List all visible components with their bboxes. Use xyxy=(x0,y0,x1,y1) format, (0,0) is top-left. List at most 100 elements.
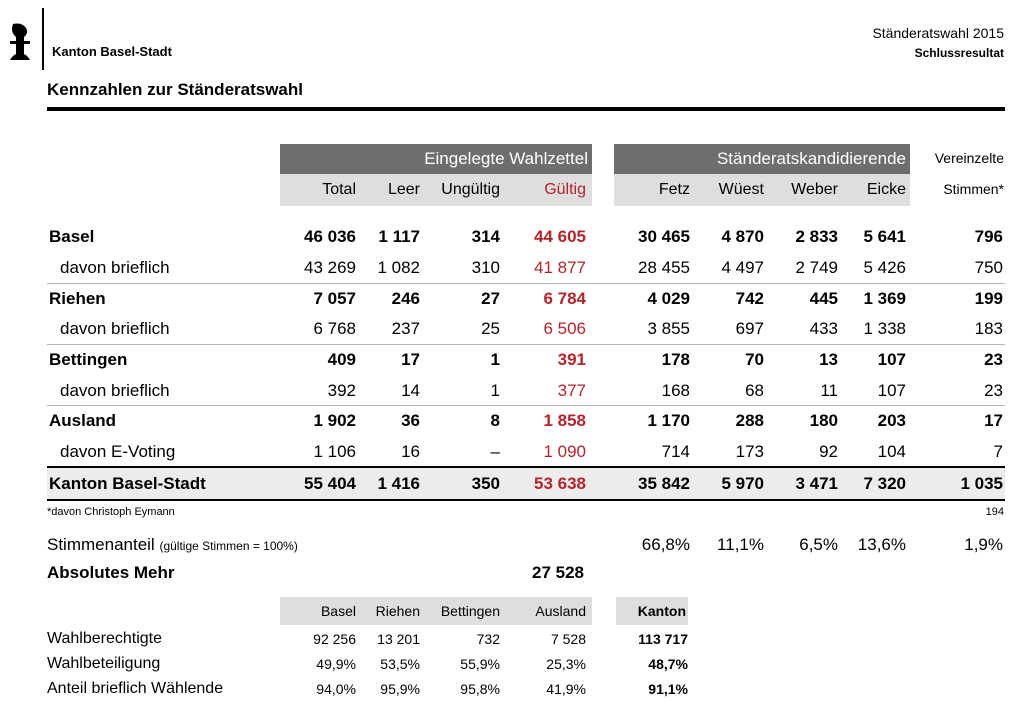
table-row: Ausland 1 902 36 8 1 858 1 170 288 180 2… xyxy=(47,405,1005,436)
participation-cell: 95,8% xyxy=(460,681,500,697)
column-header-leer: Leer xyxy=(387,181,420,198)
column-header-weber: Weber xyxy=(791,181,838,198)
row-label: davon brieflich xyxy=(60,258,170,277)
row-label: davon brieflich xyxy=(60,319,170,338)
group-header-candidates: Ständeratskandidierende xyxy=(614,144,910,174)
cell-total: 1 106 xyxy=(313,442,356,461)
cell-fetz: 3 855 xyxy=(647,319,690,338)
cell-wueest: 697 xyxy=(735,319,764,338)
cell-gueltig: 6 506 xyxy=(543,319,586,338)
basel-staff-logo xyxy=(10,23,30,60)
cell-wueest: 68 xyxy=(745,381,764,400)
cell-fetz: 35 842 xyxy=(638,474,690,493)
cell-scattered: 1 035 xyxy=(960,474,1003,493)
participation-header-kanton-band xyxy=(616,597,688,625)
share-wueest: 11,1% xyxy=(717,535,764,554)
table-row: davon brieflich 43 269 1 082 310 41 877 … xyxy=(47,252,1005,283)
row-label: davon E-Voting xyxy=(60,442,176,461)
column-header-gueltig: Gültig xyxy=(544,181,586,198)
vote-share-note: (gültige Stimmen = 100%) xyxy=(159,539,298,553)
table-row: davon brieflich 6 768 237 25 6 506 3 855… xyxy=(47,313,1005,344)
cell-fetz: 178 xyxy=(661,350,690,369)
row-separator xyxy=(47,344,1005,345)
cell-total: 6 768 xyxy=(313,319,356,338)
column-header-wueest: Wüest xyxy=(718,181,764,198)
cell-leer: 1 082 xyxy=(377,258,420,277)
scattered-votes-header-1: Vereinzelte xyxy=(934,150,1004,166)
participation-cell: 92 256 xyxy=(313,631,356,647)
row-separator xyxy=(47,405,1005,406)
cell-scattered: 17 xyxy=(984,411,1003,430)
cell-weber: 92 xyxy=(819,442,838,461)
total-rule-top xyxy=(47,466,1005,468)
cell-fetz: 714 xyxy=(661,442,690,461)
participation-cell: 41,9% xyxy=(546,681,586,697)
row-separator xyxy=(47,283,1005,284)
cell-ungueltig: – xyxy=(490,442,500,461)
participation-header-kanton: Kanton xyxy=(637,603,686,619)
cell-wueest: 4 870 xyxy=(721,227,764,246)
cell-leer: 16 xyxy=(401,442,420,461)
cell-wueest: 742 xyxy=(735,289,764,308)
share-fetz: 66,8% xyxy=(641,535,690,554)
row-label: Basel xyxy=(49,227,95,246)
row-label: Kanton Basel-Stadt xyxy=(49,474,206,493)
cell-fetz: 4 029 xyxy=(647,289,690,308)
title-rule xyxy=(47,107,1005,111)
share-scattered: 1,9% xyxy=(964,535,1003,554)
cell-eicke: 5 426 xyxy=(863,258,906,277)
participation-cell: 49,9% xyxy=(316,656,356,672)
cell-total: 55 404 xyxy=(304,474,356,493)
cell-weber: 433 xyxy=(809,319,838,338)
cell-eicke: 1 338 xyxy=(863,319,906,338)
header-divider xyxy=(42,8,44,70)
cell-gueltig: 1 858 xyxy=(543,411,586,430)
participation-cell: 732 xyxy=(476,631,500,647)
table-row: Basel 46 036 1 117 314 44 605 30 465 4 8… xyxy=(47,221,1005,252)
cell-ungueltig: 8 xyxy=(490,411,500,430)
cell-scattered: 183 xyxy=(974,319,1003,338)
cell-wueest: 288 xyxy=(735,411,764,430)
table-row: Bettingen 409 17 1 391 178 70 13 107 23 xyxy=(47,344,1005,375)
cell-ungueltig: 310 xyxy=(471,258,500,277)
cell-fetz: 30 465 xyxy=(638,227,690,246)
column-header-fetz: Fetz xyxy=(658,181,690,198)
cell-eicke: 104 xyxy=(877,442,906,461)
participation-cell: 55,9% xyxy=(460,656,500,672)
document-title: Ständeratswahl 2015 xyxy=(872,25,1004,41)
participation-header-band xyxy=(280,597,592,625)
cell-total: 7 057 xyxy=(313,289,356,308)
cell-eicke: 7 320 xyxy=(863,474,906,493)
cell-weber: 11 xyxy=(820,381,838,400)
column-header-ungueltig: Ungültig xyxy=(441,181,500,198)
cell-gueltig: 1 090 xyxy=(543,442,586,461)
cell-wueest: 173 xyxy=(735,442,764,461)
cell-ungueltig: 1 xyxy=(490,381,500,400)
participation-cell-kanton: 113 717 xyxy=(638,631,688,647)
absolute-majority-value: 27 528 xyxy=(532,563,584,582)
cell-eicke: 1 369 xyxy=(863,289,906,308)
participation-cell: 95,9% xyxy=(380,681,420,697)
cell-fetz: 168 xyxy=(661,381,690,400)
page-title: Kennzahlen zur Ständeratswahl xyxy=(47,80,303,99)
cell-weber: 180 xyxy=(809,411,838,430)
participation-cell-kanton: 48,7% xyxy=(648,656,688,672)
row-label: Ausland xyxy=(49,411,117,430)
participation-cell: 94,0% xyxy=(316,681,356,697)
cell-gueltig: 41 877 xyxy=(534,258,586,277)
vote-share-label: Stimmenanteil (gültige Stimmen = 100%) xyxy=(47,535,298,555)
participation-cell: 25,3% xyxy=(546,656,586,672)
cell-total: 46 036 xyxy=(304,227,356,246)
canton-name: Kanton Basel-Stadt xyxy=(52,44,172,59)
cell-weber: 3 471 xyxy=(795,474,838,493)
row-label: Bettingen xyxy=(49,350,128,369)
participation-cell: 7 528 xyxy=(550,631,586,647)
cell-wueest: 5 970 xyxy=(721,474,764,493)
cell-ungueltig: 350 xyxy=(471,474,500,493)
cell-leer: 14 xyxy=(401,381,420,400)
cell-leer: 17 xyxy=(401,350,420,369)
footnote-value: 194 xyxy=(985,506,1004,518)
table-row: davon E-Voting 1 106 16 – 1 090 714 173 … xyxy=(47,436,1005,467)
participation-header-basel: Basel xyxy=(320,603,356,619)
cell-scattered: 750 xyxy=(974,258,1003,277)
